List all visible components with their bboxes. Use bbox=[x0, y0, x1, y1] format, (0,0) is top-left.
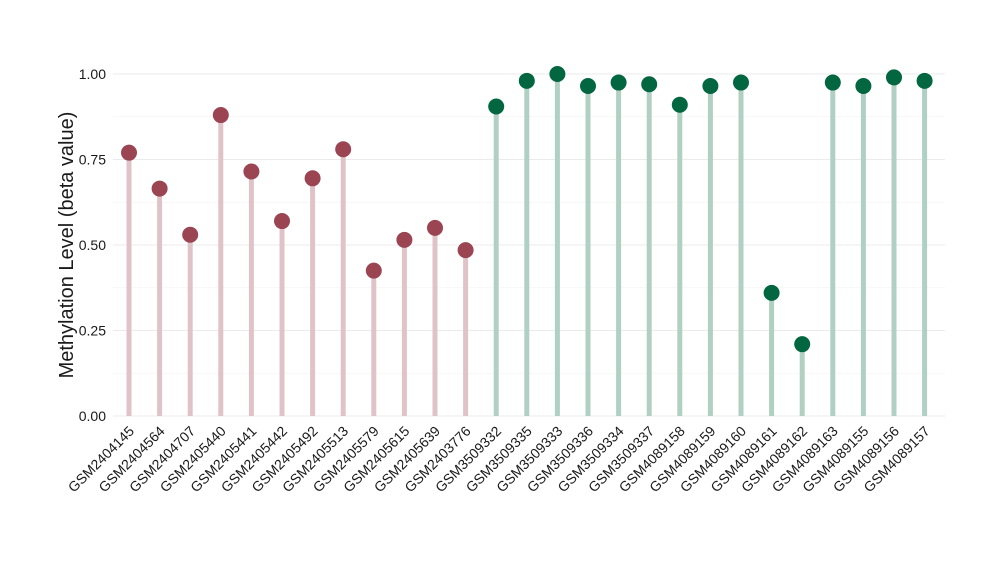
y-tick-labels: 0.00 0.25 0.50 0.75 1.00 bbox=[79, 66, 106, 424]
lollipop-dot bbox=[549, 66, 566, 82]
lollipop-dot bbox=[457, 242, 474, 259]
lollipop-dot bbox=[396, 231, 413, 248]
x-tick-labels: GSM2404145GSM2404564GSM2404707GSM2405440… bbox=[65, 423, 933, 496]
lollipop-dot bbox=[182, 226, 199, 243]
lollipop-dot bbox=[733, 74, 749, 91]
y-tick-label: 0.50 bbox=[79, 237, 106, 253]
lollipop-dot bbox=[335, 141, 352, 158]
lollipop-dot bbox=[671, 96, 688, 113]
lollipop-dot bbox=[427, 219, 443, 236]
lollipop-dot bbox=[151, 180, 168, 197]
y-axis-title: Methylation Level (beta value) bbox=[56, 112, 78, 379]
y-tick-label: 1.00 bbox=[79, 66, 106, 82]
y-tick-label: 0.75 bbox=[79, 152, 106, 168]
lollipop-dot bbox=[365, 262, 382, 279]
lollipop-dot bbox=[243, 163, 260, 180]
lollipop-dot bbox=[274, 213, 290, 230]
y-tick-label: 0.00 bbox=[79, 408, 106, 424]
lollipop-dot bbox=[212, 107, 229, 124]
lollipop-dot bbox=[488, 98, 505, 115]
lollipop-dot bbox=[641, 76, 658, 93]
y-tick-label: 0.25 bbox=[79, 323, 106, 339]
lollipop-dot bbox=[304, 170, 321, 187]
lollipop-dot bbox=[916, 72, 933, 89]
dot-layer bbox=[121, 66, 933, 353]
lollipop-dot bbox=[610, 74, 627, 91]
lollipop-dot bbox=[855, 77, 872, 94]
lollipop-dot bbox=[121, 144, 137, 161]
lollipop-dot bbox=[518, 72, 535, 89]
lollipop-dot bbox=[886, 69, 902, 86]
lollipop-dot bbox=[824, 74, 841, 91]
stem-layer bbox=[126, 74, 928, 416]
lollipop-dot bbox=[580, 77, 596, 94]
lollipop-dot bbox=[763, 284, 780, 301]
lollipop-dot bbox=[794, 336, 811, 353]
lollipop-dot bbox=[702, 77, 719, 94]
